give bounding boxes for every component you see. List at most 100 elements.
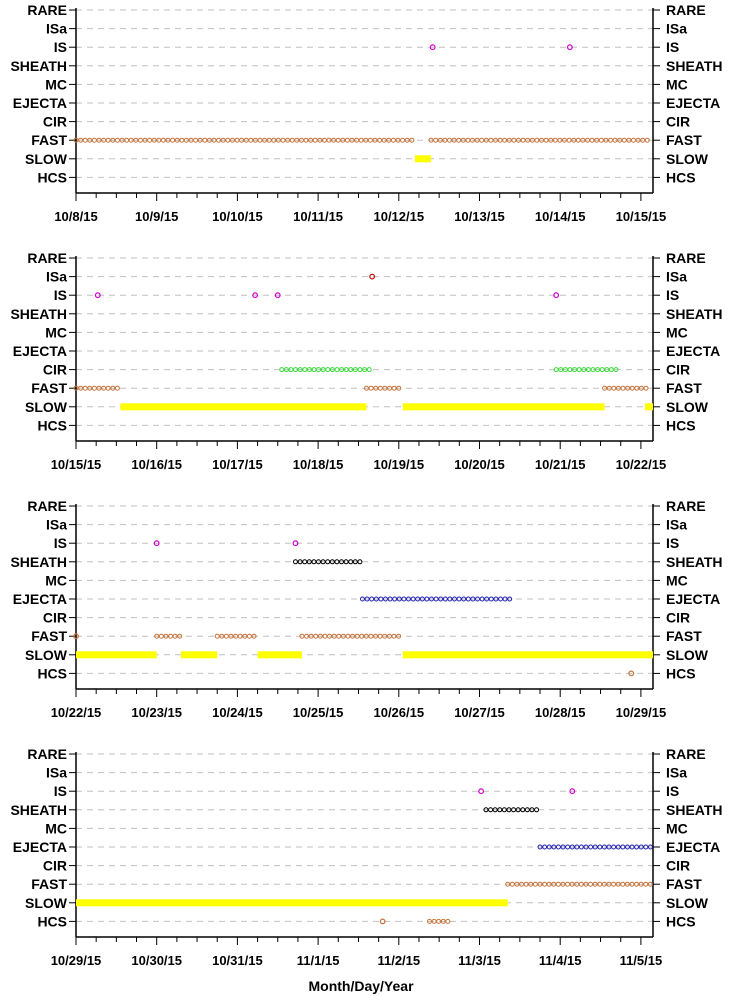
panel-2: RARE RARE ISa ISa IS IS SHEATH SHEATH MC MC EJECTA… [10, 250, 722, 472]
y-tick-label-right: IS [666, 535, 679, 551]
segment-marker [91, 137, 97, 143]
y-tick-label-left: RARE [27, 250, 67, 266]
y-tick-label-left: FAST [31, 132, 67, 148]
y-tick-label-right: SHEATH [666, 554, 723, 570]
segment-marker [567, 367, 573, 373]
segment-marker [572, 367, 578, 373]
segment-marker [228, 633, 234, 639]
segment-marker [313, 633, 319, 639]
segment-marker [643, 844, 649, 850]
y-tick-label-right: SHEATH [666, 306, 723, 322]
y-tick-label-left: MC [45, 572, 67, 588]
segment-marker [206, 137, 212, 143]
x-tick-label: 10/16/15 [131, 457, 182, 472]
segment-marker [105, 385, 111, 391]
segment-marker [574, 881, 580, 887]
segment-marker [629, 844, 635, 850]
segment-marker [595, 367, 601, 373]
x-tick-label: 10/22/15 [51, 705, 102, 720]
fast-point [73, 633, 79, 640]
segment-marker [317, 633, 323, 639]
segment-marker [588, 844, 594, 850]
segment-marker [340, 137, 346, 143]
segment-marker [626, 137, 632, 143]
segment-marker [142, 137, 148, 143]
segment-marker [334, 559, 340, 565]
segment-marker [293, 559, 299, 565]
segment-marker [613, 367, 619, 373]
y-tick-label-left: HCS [37, 665, 67, 681]
segment-marker [308, 633, 314, 639]
y-tick-label-left: ISa [46, 269, 67, 285]
is-point [553, 292, 560, 299]
y-tick-label-left: SLOW [25, 151, 68, 167]
segment-marker [78, 137, 84, 143]
segment-marker [246, 633, 252, 639]
y-tick-label-right: SHEATH [666, 802, 723, 818]
sheath-segment [293, 559, 363, 565]
y-tick-label-right: ISa [666, 21, 687, 37]
slow-segment [180, 651, 218, 659]
segment-marker [592, 844, 598, 850]
segment-marker [364, 385, 370, 391]
y-tick-label-left: HCS [37, 417, 67, 433]
segment-marker [585, 367, 591, 373]
segment-marker [509, 881, 515, 887]
y-tick-label-left: CIR [43, 858, 67, 874]
segment-marker [611, 881, 617, 887]
ejecta-segment [537, 844, 653, 850]
segment-marker [294, 137, 300, 143]
y-tick-label-left: RARE [27, 2, 67, 18]
segment-marker [569, 881, 575, 887]
segment-marker [594, 137, 600, 143]
segment-marker [428, 596, 434, 602]
segment-marker [349, 137, 355, 143]
segment-marker [445, 918, 451, 924]
segment-marker [574, 844, 580, 850]
segment-marker [506, 137, 512, 143]
segment-marker [620, 385, 626, 391]
segment-marker [124, 137, 130, 143]
segment-marker [372, 137, 378, 143]
segment-marker [560, 844, 566, 850]
segment-marker [336, 633, 342, 639]
x-tick-label: 10/26/15 [373, 705, 424, 720]
segment-marker [470, 596, 476, 602]
segment-marker [303, 137, 309, 143]
segment-marker [188, 137, 194, 143]
segment-marker [386, 633, 392, 639]
segment-marker [560, 881, 566, 887]
segment-marker [101, 137, 107, 143]
slow-segment [414, 155, 432, 163]
segment-marker [128, 137, 134, 143]
segment-marker [271, 137, 277, 143]
y-tick-label-left: EJECTA [13, 95, 67, 111]
y-tick-label-left: EJECTA [13, 591, 67, 607]
segment-marker [382, 633, 388, 639]
y-tick-label-right: ISa [666, 517, 687, 533]
segment-marker [297, 367, 303, 373]
segment-marker [590, 367, 596, 373]
segment-marker [620, 881, 626, 887]
segment-marker [378, 596, 384, 602]
segment-marker [599, 367, 605, 373]
segment-marker [460, 137, 466, 143]
segment-marker [151, 137, 157, 143]
segment-marker [551, 844, 557, 850]
segment-marker [237, 633, 243, 639]
fast-segment [73, 385, 120, 391]
y-tick-label-right: CIR [666, 362, 690, 378]
isa-point [369, 273, 376, 280]
is-point [569, 788, 576, 795]
chart-panels: RARE RARE ISa ISa IS IS SHEATH SHEATH MC MC EJECTA… [10, 2, 722, 968]
segment-marker [634, 881, 640, 887]
y-tick-label-right: MC [666, 572, 688, 588]
y-tick-label-left: ISa [46, 765, 67, 781]
segment-marker [506, 807, 512, 813]
y-tick-label-right: EJECTA [666, 343, 720, 359]
segment-marker [396, 385, 402, 391]
segment-marker [592, 881, 598, 887]
segment-marker [373, 385, 379, 391]
segment-marker [647, 881, 653, 887]
x-tick-label: 10/31/15 [212, 953, 263, 968]
